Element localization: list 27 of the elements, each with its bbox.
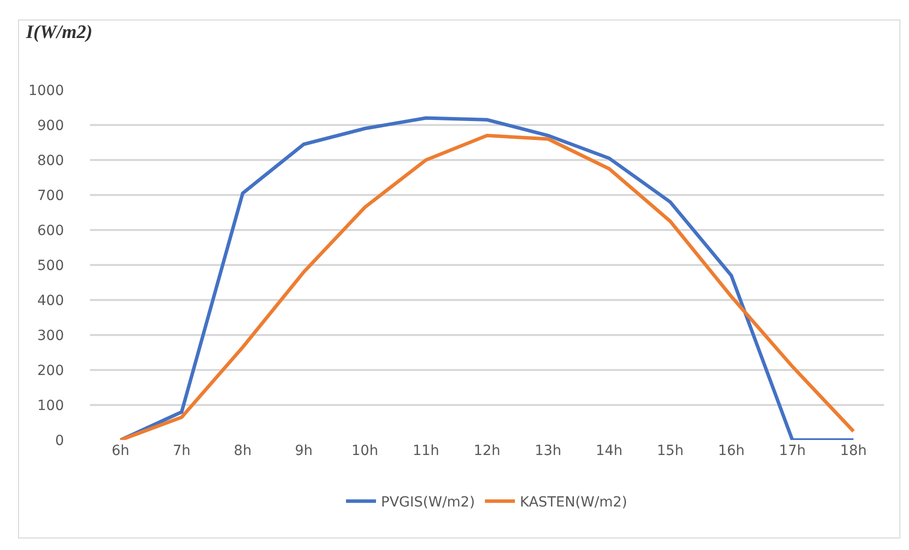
y-tick-label: 100: [37, 398, 64, 414]
y-tick-label: 500: [37, 258, 64, 274]
x-tick-label: 11h: [412, 443, 440, 459]
legend-label: KASTEN(W/m2): [520, 494, 628, 511]
y-tick-label: 900: [37, 118, 64, 134]
y-tick-label: 700: [37, 188, 64, 204]
y-axis-title: I(W/m2): [25, 22, 92, 43]
x-tick-label: 12h: [474, 443, 500, 459]
x-tick-label: 13h: [534, 443, 562, 459]
y-tick-label: 0: [55, 432, 64, 449]
x-tick-label: 14h: [596, 443, 622, 459]
y-tick-label: 800: [37, 152, 64, 169]
x-tick-label: 6h: [112, 443, 130, 459]
y-tick-label: 1000: [28, 82, 64, 99]
x-tick-label: 8h: [234, 443, 252, 459]
x-tick-label: 9h: [294, 443, 313, 459]
x-tick-label: 15h: [656, 443, 684, 459]
x-tick-label: 16h: [718, 443, 745, 459]
x-tick-label: 17h: [779, 443, 806, 459]
y-tick-label: 600: [37, 222, 64, 239]
legend-label: PVGIS(W/m2): [381, 494, 475, 511]
x-tick-label: 18h: [840, 443, 867, 459]
x-tick-label: 7h: [172, 443, 191, 459]
y-tick-label: 400: [37, 292, 64, 309]
x-tick-label: 10h: [352, 443, 378, 459]
y-tick-label: 200: [37, 362, 64, 379]
y-tick-label: 300: [37, 328, 64, 344]
